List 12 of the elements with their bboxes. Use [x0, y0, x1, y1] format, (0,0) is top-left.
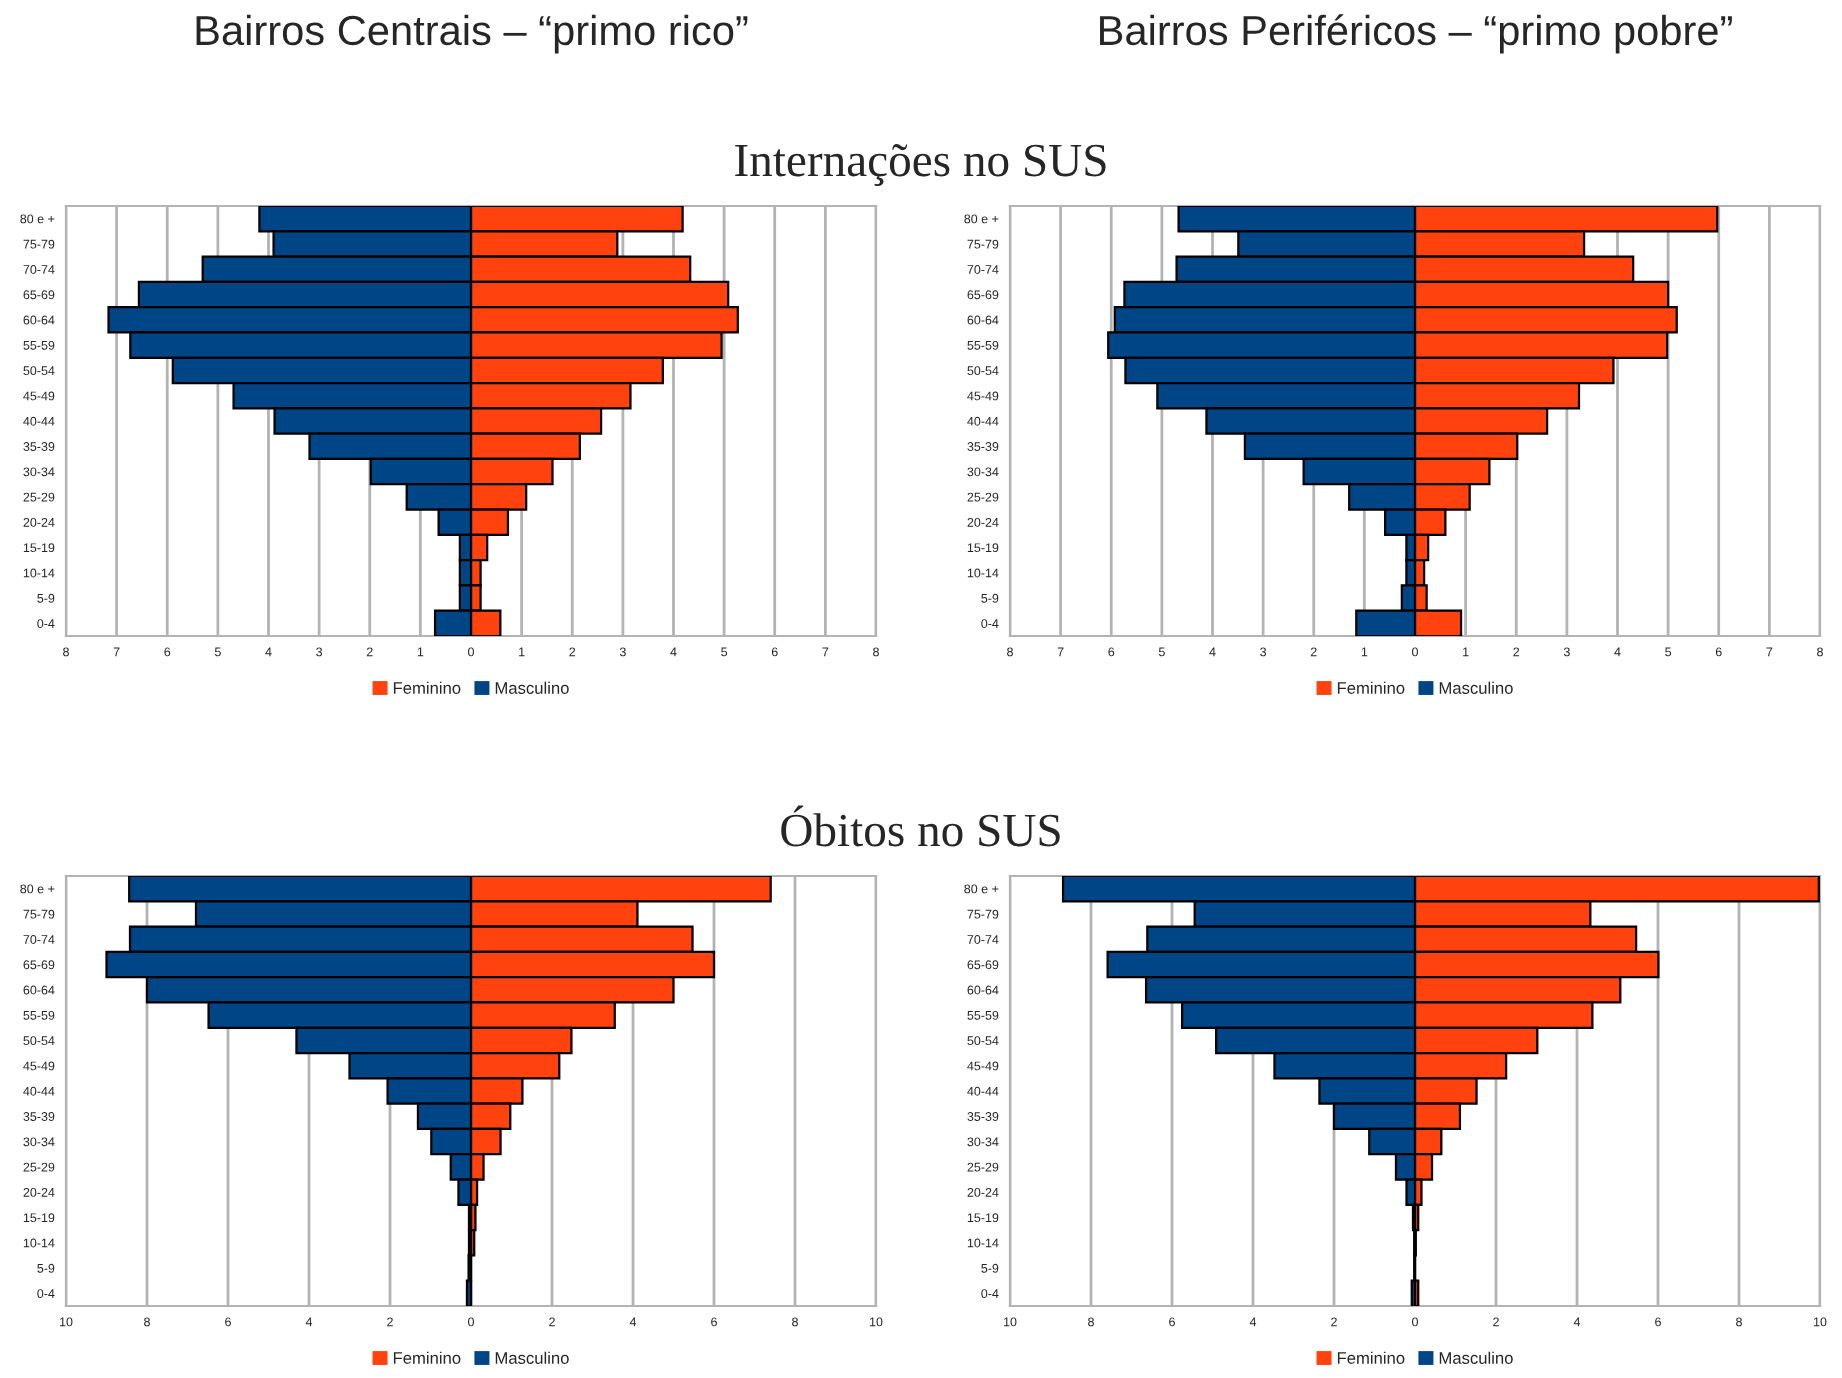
legend-label: Masculino [1439, 681, 1513, 694]
legend-label: Feminino [393, 681, 461, 694]
chart-title: Bairros Centrais – “primo rico” [196, 14, 748, 54]
legend-label: Feminino [393, 1351, 461, 1364]
text: Internações no SUS [735, 144, 1106, 186]
legend-label: Masculino [495, 681, 569, 694]
text: Óbitos no SUS [781, 805, 1060, 847]
legend-label: Feminino [1337, 1351, 1405, 1364]
legend-label: Masculino [495, 1351, 569, 1364]
legend-label: Masculino [1439, 1351, 1513, 1364]
chart-title: Bairros Periféricos – “primo pobre” [1100, 14, 1732, 54]
legend-label: Feminino [1337, 681, 1405, 694]
